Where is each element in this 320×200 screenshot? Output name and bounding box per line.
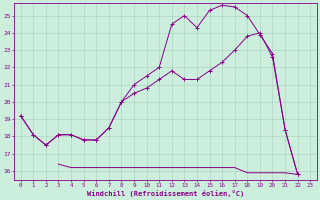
X-axis label: Windchill (Refroidissement éolien,°C): Windchill (Refroidissement éolien,°C): [87, 190, 244, 197]
